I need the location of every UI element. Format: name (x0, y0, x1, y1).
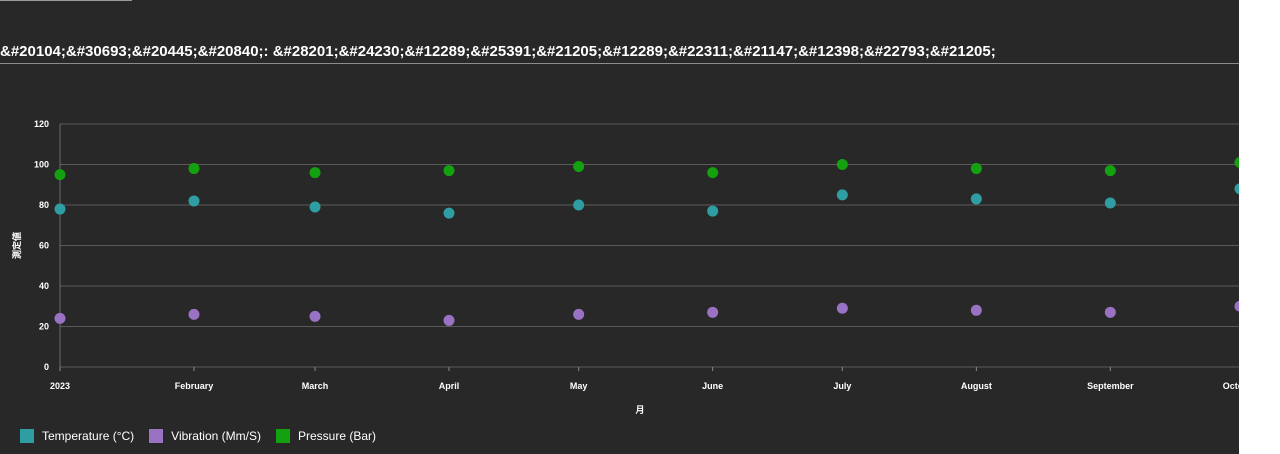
x-tick-label: September (1087, 381, 1134, 391)
data-point-series-2 (707, 167, 719, 179)
legend-label: Vibration (Mm/S) (171, 429, 261, 443)
data-point-series-1 (188, 308, 200, 320)
legend-item[interactable]: Vibration (Mm/S) (149, 429, 261, 443)
y-tick-label: 20 (39, 322, 49, 332)
title-divider (0, 63, 1239, 64)
y-tick-label: 100 (34, 160, 49, 170)
data-point-series-0 (573, 199, 585, 211)
x-tick-label: March (302, 381, 329, 391)
y-tick-label: 80 (39, 200, 49, 210)
data-point-series-1 (54, 312, 66, 324)
legend-swatch (275, 429, 290, 443)
page-title: &#20104;&#30693;&#20445;&#20840;: &#2820… (0, 43, 996, 60)
data-point-series-1 (1234, 300, 1239, 312)
data-point-series-0 (54, 203, 66, 215)
y-tick-label: 60 (39, 241, 49, 251)
legend: Temperature (°C) Vibration (Mm/S) Pressure… (20, 429, 391, 443)
data-point-series-0 (443, 207, 455, 219)
x-tick-label: June (702, 381, 723, 391)
x-tick-label: August (961, 381, 992, 391)
data-point-series-0 (1234, 183, 1239, 195)
data-point-series-2 (1104, 165, 1116, 177)
data-point-series-0 (309, 201, 321, 213)
legend-item[interactable]: Pressure (Bar) (275, 429, 376, 443)
data-point-series-2 (309, 167, 321, 179)
legend-swatch (20, 429, 34, 443)
data-point-series-1 (970, 304, 982, 316)
data-point-series-0 (1104, 197, 1116, 209)
scatter-chart: 0 20 40 60 80 100 120 2023 February March April May… (11, 119, 1239, 415)
data-point-series-2 (188, 163, 200, 175)
data-point-series-2 (573, 161, 585, 173)
data-point-series-1 (1104, 306, 1116, 318)
data-point-series-0 (707, 205, 719, 217)
y-tick-label: 40 (39, 281, 49, 291)
x-tick-label: July (833, 381, 851, 391)
y-tick-label: 120 (34, 119, 49, 129)
top-tab-indicator (0, 0, 132, 1)
x-tick-label: April (439, 381, 460, 391)
x-tick-label: May (570, 381, 588, 391)
data-point-series-2 (443, 165, 455, 177)
legend-label: Temperature (°C) (42, 429, 135, 443)
data-point-series-1 (443, 314, 455, 326)
legend-swatch (149, 429, 164, 443)
data-point-series-0 (836, 189, 848, 201)
data-point-series-0 (188, 195, 200, 207)
data-point-series-1 (573, 308, 585, 320)
data-point-series-1 (836, 302, 848, 314)
x-tick-label: 2023 (50, 381, 70, 391)
data-point-series-2 (1234, 157, 1239, 168)
data-point-series-1 (309, 310, 321, 322)
x-tick-label: October (1223, 381, 1239, 391)
data-point-series-2 (836, 159, 848, 170)
legend-item[interactable]: Temperature (°C) (20, 429, 134, 443)
x-axis-title: 月 (634, 405, 644, 415)
data-point-series-1 (707, 306, 719, 318)
data-point-series-0 (970, 193, 982, 205)
chart-panel: &#20104;&#30693;&#20445;&#20840;: &#2820… (0, 0, 1239, 454)
x-tick-label: February (175, 381, 214, 391)
y-axis-title: 測定値 (11, 232, 22, 259)
data-point-series-2 (54, 169, 66, 181)
data-point-series-2 (970, 163, 982, 175)
y-tick-label: 0 (44, 362, 49, 372)
legend-label: Pressure (Bar) (297, 429, 376, 443)
